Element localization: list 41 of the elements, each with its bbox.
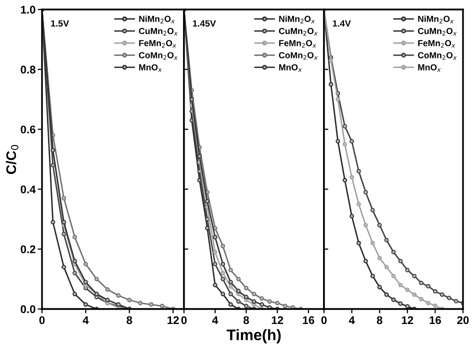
x-tick-label: 16	[430, 316, 441, 324]
x-tick-label: 4	[348, 316, 355, 324]
legend-label: CoMn$_{2}$O$_{x}$	[418, 52, 457, 60]
x-tick-label: 8	[243, 316, 249, 324]
legend-label: NiMn$_{2}$O$_{x}$	[418, 16, 454, 24]
legend-label: CoMn$_{2}$O$_{x}$	[278, 52, 318, 60]
x-tick-label: 12	[168, 316, 179, 324]
legend-label: FeMn$_{2}$O$_{x}$	[418, 40, 456, 48]
legend-label: CuMn$_{2}$O$_{x}$	[138, 28, 178, 36]
legend-label: MnO$_{x}$	[139, 64, 162, 72]
y-tick-label: 1.0	[21, 6, 36, 14]
x-tick-label: 12	[272, 316, 284, 324]
legend-label: NiMn$_{2}$O$_{x}$	[139, 16, 175, 24]
legend-label: MnO$_{x}$	[279, 64, 302, 72]
legend-label: CuMn$_{2}$O$_{x}$	[418, 28, 457, 36]
x-tick-label: 8	[126, 316, 132, 324]
x-tick-label: 4	[82, 316, 89, 324]
x-tick-label: 0	[181, 316, 187, 324]
x-tick-label: 20	[457, 316, 469, 324]
x-tick-label: 16	[302, 316, 314, 324]
legend-label: FeMn$_{2}$O$_{x}$	[139, 40, 176, 48]
x-tick-label: 8	[376, 316, 382, 324]
annotation: 1.4V	[332, 20, 351, 27]
x-axis-title: Time(h)	[226, 329, 281, 344]
legend-label: CuMn$_{2}$O$_{x}$	[278, 28, 318, 36]
y-tick-label: 0.6	[20, 126, 36, 134]
x-tick-label: 0	[39, 316, 45, 324]
y-tick-label: 0.0	[20, 305, 36, 314]
x-tick-label: 4	[212, 316, 218, 324]
legend-label: MnO$_{x}$	[418, 64, 441, 72]
legend-label: NiMn$_{2}$O$_{x}$	[279, 16, 315, 24]
annotation: 1.45V	[192, 20, 216, 27]
y-axis-title: C/C$_{0}$	[6, 145, 18, 174]
annotation: 1.5V	[51, 20, 70, 27]
y-tick-label: 0.8	[20, 66, 36, 74]
x-tick-label: 12	[402, 316, 414, 324]
legend-label: CoMn$_{2}$O$_{x}$	[138, 52, 178, 60]
y-tick-label: 0.4	[20, 185, 36, 194]
y-tick-label: 0.2	[20, 245, 36, 254]
legend-label: FeMn$_{2}$O$_{x}$	[279, 40, 316, 48]
x-tick-label: 0	[321, 316, 327, 324]
